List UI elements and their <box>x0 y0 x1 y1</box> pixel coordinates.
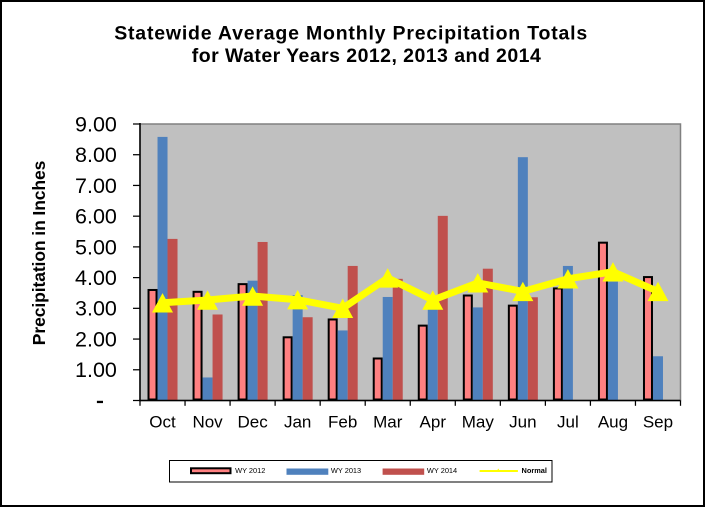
svg-text:Jul: Jul <box>557 412 579 431</box>
svg-text:WY 2012: WY 2012 <box>235 466 265 475</box>
svg-text:5.00: 5.00 <box>75 235 117 259</box>
svg-text:May: May <box>462 412 495 431</box>
svg-text:Oct: Oct <box>149 412 176 431</box>
svg-text:Statewide Average Monthly Prec: Statewide Average Monthly Precipitation … <box>114 23 587 45</box>
svg-text:Mar: Mar <box>373 412 403 431</box>
svg-text:Normal: Normal <box>522 466 547 475</box>
svg-text:Apr: Apr <box>420 412 447 431</box>
svg-text:Feb: Feb <box>328 412 357 431</box>
svg-text:7.00: 7.00 <box>75 174 117 198</box>
svg-text:6.00: 6.00 <box>75 205 117 229</box>
svg-text:WY 2014: WY 2014 <box>427 466 457 475</box>
svg-text:4.00: 4.00 <box>75 266 117 290</box>
svg-text:9.00: 9.00 <box>75 112 117 136</box>
svg-text:Aug: Aug <box>598 412 628 431</box>
svg-text:WY 2013: WY 2013 <box>331 466 361 475</box>
svg-text:for Water Years 2012, 2013 and: for Water Years 2012, 2013 and 2014 <box>192 45 541 67</box>
svg-text:Precipitation in Inches: Precipitation in Inches <box>29 160 49 345</box>
svg-text:3.00: 3.00 <box>75 297 117 321</box>
svg-text:Sep: Sep <box>643 412 673 431</box>
svg-text:Jun: Jun <box>509 412 536 431</box>
svg-text:Jan: Jan <box>284 412 311 431</box>
svg-text:2.00: 2.00 <box>75 327 117 351</box>
svg-text:Nov: Nov <box>192 412 223 431</box>
svg-text:Dec: Dec <box>237 412 268 431</box>
svg-text:8.00: 8.00 <box>75 143 117 167</box>
svg-text:1.00: 1.00 <box>75 358 117 382</box>
